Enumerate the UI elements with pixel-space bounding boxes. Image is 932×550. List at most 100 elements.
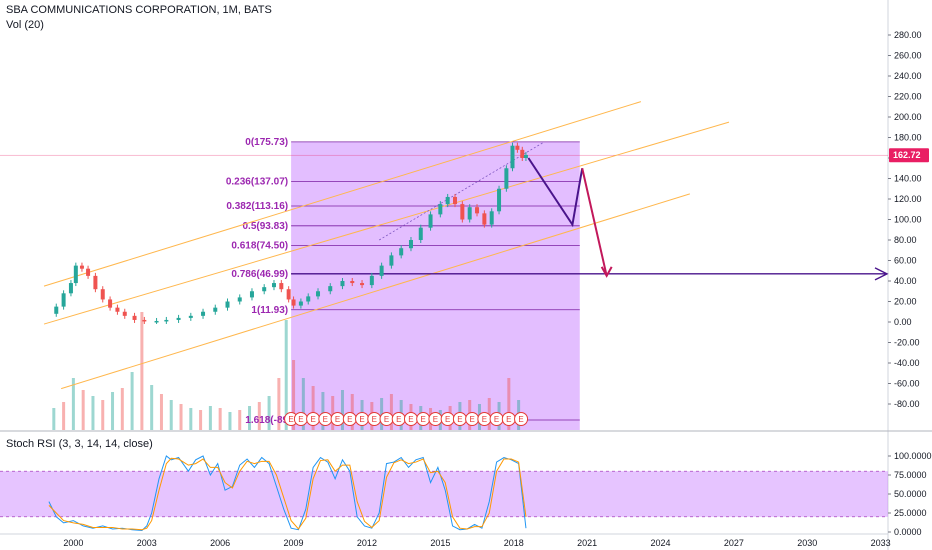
candle-body bbox=[453, 196, 458, 205]
price-axis-label: -40.00 bbox=[894, 358, 920, 368]
candle-body bbox=[389, 255, 394, 266]
projection-path-down-up bbox=[527, 157, 584, 228]
candle-body bbox=[271, 283, 276, 288]
trend-channel-line bbox=[43, 101, 642, 287]
projection-path-final-drop bbox=[581, 168, 608, 277]
earnings-marker-label: E bbox=[310, 415, 315, 424]
stoch-rsi-title: Stoch RSI (3, 3, 14, 14, close) bbox=[6, 438, 153, 450]
time-axis-label: 2003 bbox=[137, 538, 157, 548]
candle-body bbox=[122, 311, 127, 316]
fib-level-label: 1.618(-89 bbox=[245, 415, 288, 426]
fib-level-label: 0.786(46.99) bbox=[231, 269, 288, 280]
price-axis-label: 180.00 bbox=[894, 133, 922, 143]
time-axis-label: 2006 bbox=[210, 538, 230, 548]
last-price-badge bbox=[889, 148, 929, 163]
volume-bar bbox=[189, 408, 193, 430]
price-axis-label: 220.00 bbox=[894, 92, 922, 102]
candle-body bbox=[515, 145, 520, 150]
candle-body bbox=[291, 299, 296, 306]
volume-bar bbox=[111, 392, 115, 430]
price-axis-label: 120.00 bbox=[894, 194, 922, 204]
earnings-marker-label: E bbox=[506, 415, 511, 424]
candle-body bbox=[523, 154, 528, 158]
earnings-marker-label: E bbox=[396, 415, 401, 424]
earnings-marker-label: E bbox=[347, 415, 352, 424]
volume-bar bbox=[257, 402, 261, 430]
candle-body bbox=[467, 207, 472, 220]
volume-bar bbox=[169, 400, 173, 430]
fib-level-label: 0.618(74.50) bbox=[231, 241, 288, 252]
volume-bar bbox=[389, 394, 393, 430]
volume-bar bbox=[301, 378, 305, 430]
candle-body bbox=[188, 315, 193, 318]
candle-body bbox=[418, 227, 423, 240]
price-axis-label: 80.00 bbox=[894, 235, 917, 245]
candle-body bbox=[279, 283, 284, 290]
earnings-marker-label: E bbox=[335, 415, 340, 424]
earnings-marker-label: E bbox=[494, 415, 499, 424]
price-axis-label: -60.00 bbox=[894, 379, 920, 389]
earnings-marker bbox=[514, 412, 529, 426]
volume-bar bbox=[81, 390, 85, 430]
volume-bar bbox=[91, 396, 95, 430]
volume-bar bbox=[340, 390, 344, 430]
earnings-marker-label: E bbox=[288, 415, 293, 424]
volume-bar bbox=[130, 372, 134, 430]
volume-bar bbox=[150, 385, 154, 430]
time-axis-label: 2012 bbox=[357, 538, 377, 548]
time-axis-label: 2021 bbox=[577, 538, 597, 548]
candle-body bbox=[93, 275, 98, 290]
candle-body bbox=[68, 283, 73, 294]
volume-bar bbox=[248, 406, 252, 430]
support-arrow-head bbox=[874, 267, 889, 281]
earnings-marker-label: E bbox=[457, 415, 462, 424]
earnings-marker-label: E bbox=[433, 415, 438, 424]
price-axis-label: 280.00 bbox=[894, 30, 922, 40]
price-axis-label: -20.00 bbox=[894, 338, 920, 348]
earnings-marker-label: E bbox=[421, 415, 426, 424]
candle-body bbox=[379, 265, 384, 276]
earnings-marker-label: E bbox=[372, 415, 377, 424]
time-axis-label: 2033 bbox=[871, 538, 891, 548]
stoch-axis-label: 0.0000 bbox=[894, 527, 922, 537]
volume-bar bbox=[292, 360, 296, 430]
candle-body bbox=[73, 265, 78, 284]
fib-level-label: 0.382(113.16) bbox=[226, 201, 288, 212]
stoch-k-line bbox=[48, 455, 527, 531]
candle-body bbox=[262, 287, 267, 292]
candle-body bbox=[79, 265, 84, 269]
candle-body bbox=[249, 291, 254, 298]
volume-bar bbox=[331, 396, 335, 430]
candle-body bbox=[328, 286, 333, 292]
candle-body bbox=[350, 281, 355, 284]
candle-body bbox=[176, 317, 181, 320]
candle-body bbox=[408, 240, 413, 249]
chart-title: SBA COMMUNICATIONS CORPORATION, 1M, BATS bbox=[6, 4, 272, 16]
earnings-marker-label: E bbox=[359, 415, 364, 424]
time-axis-label: 2024 bbox=[650, 538, 670, 548]
price-axis-label: 260.00 bbox=[894, 51, 922, 61]
volume-bar bbox=[284, 320, 288, 430]
earnings-marker-label: E bbox=[518, 415, 523, 424]
time-axis-label: 2000 bbox=[63, 538, 83, 548]
candle-body bbox=[460, 204, 465, 220]
fibonacci-retracement-zone bbox=[291, 141, 580, 430]
fib-level-label: 1(11.93) bbox=[251, 305, 288, 316]
stoch-axis-label: 50.0000 bbox=[894, 489, 927, 499]
volume-bar bbox=[321, 392, 325, 430]
candle-body bbox=[510, 145, 515, 169]
price-axis-label: 100.00 bbox=[894, 215, 922, 225]
price-axis-label: 140.00 bbox=[894, 174, 922, 184]
candle-body bbox=[298, 301, 303, 306]
price-axis-label: 240.00 bbox=[894, 71, 922, 81]
candle-body bbox=[225, 301, 230, 308]
candle-body bbox=[428, 214, 433, 228]
earnings-marker-label: E bbox=[482, 415, 487, 424]
volume-bar bbox=[208, 406, 212, 430]
price-axis-label: 20.00 bbox=[894, 297, 917, 307]
price-axis-label: 40.00 bbox=[894, 276, 917, 286]
price-axis-label: 200.00 bbox=[894, 112, 922, 122]
candle-body bbox=[399, 248, 404, 256]
